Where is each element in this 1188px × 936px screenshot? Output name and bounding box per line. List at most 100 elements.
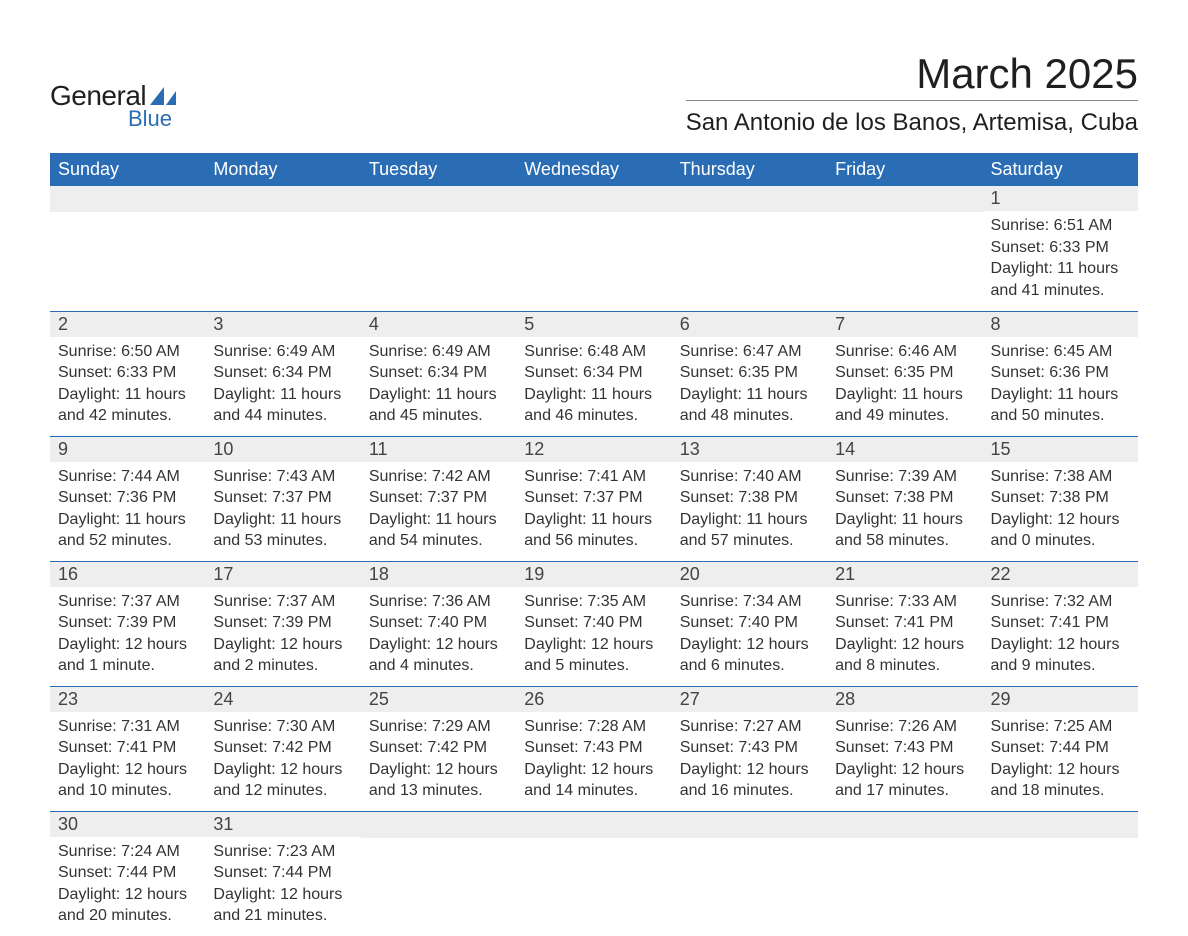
calendar-day-cell: 30Sunrise: 7:24 AMSunset: 7:44 PMDayligh…	[50, 811, 205, 936]
day-content: Sunrise: 7:35 AMSunset: 7:40 PMDaylight:…	[516, 587, 671, 683]
sunset-text: Sunset: 7:41 PM	[991, 612, 1130, 634]
sunrise-text: Sunrise: 7:35 AM	[524, 591, 663, 613]
day-content: Sunrise: 6:48 AMSunset: 6:34 PMDaylight:…	[516, 337, 671, 433]
empty-day-number	[672, 812, 827, 838]
day-number: 30	[50, 812, 205, 837]
sunrise-text: Sunrise: 7:44 AM	[58, 466, 197, 488]
day-number: 11	[361, 437, 516, 462]
day-number: 21	[827, 562, 982, 587]
empty-day-number	[205, 186, 360, 212]
calendar-day-cell	[516, 811, 671, 936]
sunrise-text: Sunrise: 6:51 AM	[991, 215, 1130, 237]
daylight-text: Daylight: 12 hours and 18 minutes.	[991, 759, 1130, 802]
daylight-text: Daylight: 12 hours and 1 minute.	[58, 634, 197, 677]
sunset-text: Sunset: 7:43 PM	[835, 737, 974, 759]
day-number: 31	[205, 812, 360, 837]
day-number: 8	[983, 312, 1138, 337]
sunrise-text: Sunrise: 6:49 AM	[213, 341, 352, 363]
calendar-day-cell: 14Sunrise: 7:39 AMSunset: 7:38 PMDayligh…	[827, 436, 982, 561]
daylight-text: Daylight: 11 hours and 50 minutes.	[991, 384, 1130, 427]
calendar-day-cell: 11Sunrise: 7:42 AMSunset: 7:37 PMDayligh…	[361, 436, 516, 561]
daylight-text: Daylight: 12 hours and 2 minutes.	[213, 634, 352, 677]
sunset-text: Sunset: 7:43 PM	[680, 737, 819, 759]
sunset-text: Sunset: 7:38 PM	[835, 487, 974, 509]
day-content: Sunrise: 7:38 AMSunset: 7:38 PMDaylight:…	[983, 462, 1138, 558]
sunset-text: Sunset: 7:42 PM	[369, 737, 508, 759]
daylight-text: Daylight: 12 hours and 10 minutes.	[58, 759, 197, 802]
sunrise-text: Sunrise: 7:34 AM	[680, 591, 819, 613]
day-content: Sunrise: 7:31 AMSunset: 7:41 PMDaylight:…	[50, 712, 205, 808]
day-content: Sunrise: 7:44 AMSunset: 7:36 PMDaylight:…	[50, 462, 205, 558]
sunrise-text: Sunrise: 6:49 AM	[369, 341, 508, 363]
day-content: Sunrise: 7:27 AMSunset: 7:43 PMDaylight:…	[672, 712, 827, 808]
day-number: 18	[361, 562, 516, 587]
daylight-text: Daylight: 12 hours and 8 minutes.	[835, 634, 974, 677]
calendar-day-cell: 5Sunrise: 6:48 AMSunset: 6:34 PMDaylight…	[516, 311, 671, 436]
header-row: General Blue March 2025 San Antonio de l…	[50, 50, 1138, 147]
day-content: Sunrise: 6:46 AMSunset: 6:35 PMDaylight:…	[827, 337, 982, 433]
day-content: Sunrise: 6:50 AMSunset: 6:33 PMDaylight:…	[50, 337, 205, 433]
daylight-text: Daylight: 12 hours and 13 minutes.	[369, 759, 508, 802]
day-header: Friday	[827, 153, 982, 186]
calendar-day-cell: 12Sunrise: 7:41 AMSunset: 7:37 PMDayligh…	[516, 436, 671, 561]
sunset-text: Sunset: 7:40 PM	[369, 612, 508, 634]
empty-day-number	[361, 186, 516, 212]
calendar-day-cell	[361, 186, 516, 311]
calendar-day-cell: 26Sunrise: 7:28 AMSunset: 7:43 PMDayligh…	[516, 686, 671, 811]
sunrise-text: Sunrise: 7:40 AM	[680, 466, 819, 488]
title-underline	[686, 100, 1138, 101]
day-number: 26	[516, 687, 671, 712]
calendar-day-cell: 18 Sunrise: 7:36 AMSunset: 7:40 PMDayligh…	[361, 561, 516, 686]
calendar-day-cell: 6Sunrise: 6:47 AMSunset: 6:35 PMDaylight…	[672, 311, 827, 436]
day-header: Wednesday	[516, 153, 671, 186]
day-content: Sunrise: 7:30 AMSunset: 7:42 PMDaylight:…	[205, 712, 360, 808]
sunset-text: Sunset: 7:37 PM	[369, 487, 508, 509]
sunrise-text: Sunrise: 7:26 AM	[835, 716, 974, 738]
daylight-text: Daylight: 12 hours and 9 minutes.	[991, 634, 1130, 677]
calendar-day-cell: 29Sunrise: 7:25 AMSunset: 7:44 PMDayligh…	[983, 686, 1138, 811]
sunrise-text: Sunrise: 7:37 AM	[58, 591, 197, 613]
sunrise-text: Sunrise: 7:36 AM	[369, 591, 508, 613]
daylight-text: Daylight: 11 hours and 58 minutes.	[835, 509, 974, 552]
daylight-text: Daylight: 12 hours and 21 minutes.	[213, 884, 352, 927]
calendar-day-cell	[361, 811, 516, 936]
sunset-text: Sunset: 6:35 PM	[835, 362, 974, 384]
day-content: Sunrise: 7:34 AMSunset: 7:40 PMDaylight:…	[672, 587, 827, 683]
day-number: 24	[205, 687, 360, 712]
day-content: Sunrise: 6:51 AMSunset: 6:33 PMDaylight:…	[983, 211, 1138, 307]
sunset-text: Sunset: 6:34 PM	[524, 362, 663, 384]
sunset-text: Sunset: 7:37 PM	[524, 487, 663, 509]
daylight-text: Daylight: 11 hours and 42 minutes.	[58, 384, 197, 427]
sunrise-text: Sunrise: 7:28 AM	[524, 716, 663, 738]
daylight-text: Daylight: 11 hours and 52 minutes.	[58, 509, 197, 552]
day-number: 17	[205, 562, 360, 587]
daylight-text: Daylight: 12 hours and 5 minutes.	[524, 634, 663, 677]
month-title: March 2025	[686, 50, 1138, 98]
daylight-text: Daylight: 11 hours and 48 minutes.	[680, 384, 819, 427]
day-content: Sunrise: 7:23 AMSunset: 7:44 PMDaylight:…	[205, 837, 360, 933]
calendar-day-cell	[827, 186, 982, 311]
day-number: 28	[827, 687, 982, 712]
sunrise-text: Sunrise: 7:30 AM	[213, 716, 352, 738]
sunset-text: Sunset: 7:39 PM	[213, 612, 352, 634]
daylight-text: Daylight: 11 hours and 49 minutes.	[835, 384, 974, 427]
daylight-text: Daylight: 12 hours and 4 minutes.	[369, 634, 508, 677]
calendar-day-cell: 10Sunrise: 7:43 AMSunset: 7:37 PMDayligh…	[205, 436, 360, 561]
calendar-day-cell: 4Sunrise: 6:49 AMSunset: 6:34 PMDaylight…	[361, 311, 516, 436]
sunset-text: Sunset: 6:33 PM	[991, 237, 1130, 259]
sunrise-text: Sunrise: 7:32 AM	[991, 591, 1130, 613]
calendar-week-row: 16Sunrise: 7:37 AMSunset: 7:39 PMDayligh…	[50, 561, 1138, 686]
sunset-text: Sunset: 7:43 PM	[524, 737, 663, 759]
day-content: Sunrise: 6:49 AMSunset: 6:34 PMDaylight:…	[361, 337, 516, 433]
daylight-text: Daylight: 12 hours and 6 minutes.	[680, 634, 819, 677]
empty-day-number	[827, 186, 982, 212]
brand-sail-icon	[150, 87, 176, 105]
calendar-week-row: 9Sunrise: 7:44 AMSunset: 7:36 PMDaylight…	[50, 436, 1138, 561]
daylight-text: Daylight: 12 hours and 16 minutes.	[680, 759, 819, 802]
day-content: Sunrise: 7:32 AMSunset: 7:41 PMDaylight:…	[983, 587, 1138, 683]
calendar-day-cell	[516, 186, 671, 311]
calendar-day-cell	[205, 186, 360, 311]
day-number: 3	[205, 312, 360, 337]
sunrise-text: Sunrise: 7:43 AM	[213, 466, 352, 488]
day-header: Monday	[205, 153, 360, 186]
